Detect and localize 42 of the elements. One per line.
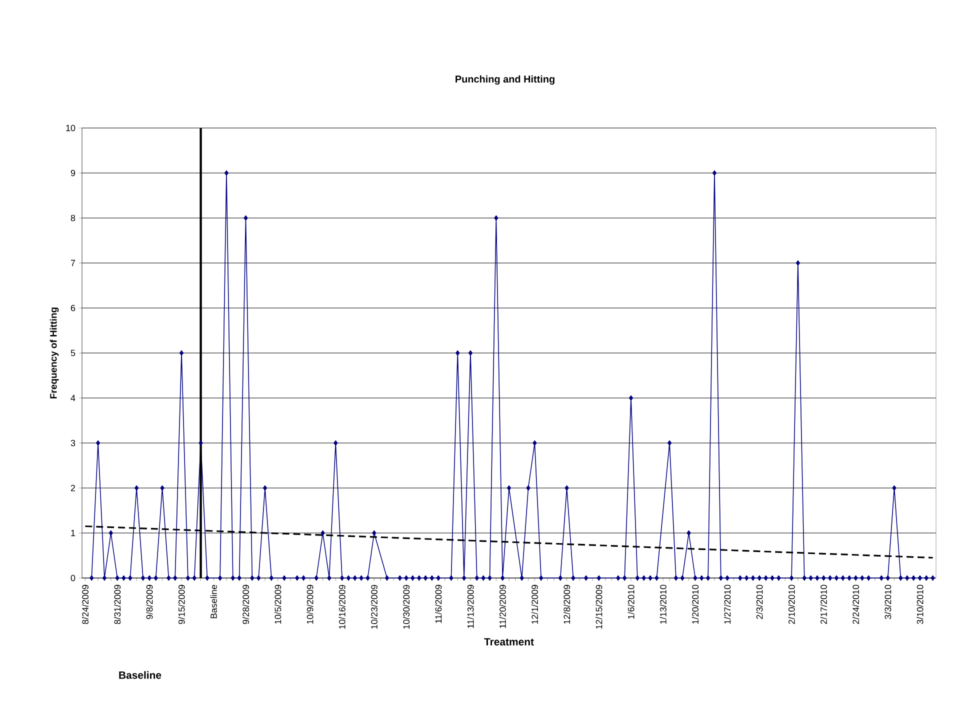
x-tick-label: 10/5/2009 (274, 584, 282, 624)
y-tick-label: 8 (70, 214, 76, 222)
x-tick-label: 9/8/2009 (146, 584, 153, 619)
x-tick-label: 1/6/2010 (628, 584, 634, 619)
x-tick-label: 11/6/2009 (435, 584, 442, 624)
x-tick-label: 9/15/2009 (178, 584, 185, 624)
x-tick-label: 12/8/2009 (564, 584, 570, 624)
text: Baseline (119, 671, 162, 679)
y-tick-label: 2 (70, 484, 76, 492)
x-tick-label: 8/31/2009 (114, 584, 121, 624)
y-tick-label: 5 (70, 350, 76, 356)
y-tick-label: 4 (70, 394, 76, 402)
y-tick-label: 6 (70, 304, 76, 312)
x-tick-label: 11/20/2009 (499, 584, 506, 628)
x-tick-label: 2/17/2010 (820, 584, 827, 624)
x-tick-label: 3/10/2010 (916, 584, 924, 624)
x-tick-label: 2/3/2010 (756, 584, 763, 619)
x-tick-label: 3/3/2010 (884, 584, 892, 620)
y-tick-label: 9 (70, 170, 76, 176)
x-tick-label: 8/24/2009 (82, 584, 89, 624)
x-tick-label: 10/30/2009 (402, 584, 410, 629)
x-tick-label: 2/24/2010 (852, 584, 860, 624)
x-tick-label: Baseline (210, 584, 217, 618)
x-tick-label: 12/15/2009 (596, 584, 602, 629)
chart-title: Punching and Hitting (456, 75, 554, 85)
x-tick-label: 1/20/2010 (692, 584, 699, 624)
x-tick-label: 1/27/2010 (724, 584, 731, 624)
y-tick-label: 1 (71, 530, 76, 536)
y-tick-label: 0 (70, 574, 76, 582)
x-axis-title: Treatment (484, 638, 534, 646)
x-tick-label: 10/16/2009 (338, 584, 346, 629)
x-tick-label: 10/23/2009 (370, 584, 378, 629)
x-tick-label: 11/13/2009 (467, 584, 474, 628)
x-tick-label: 2/10/2010 (788, 584, 795, 624)
x-tick-label: 9/28/2009 (242, 584, 250, 624)
x-tick-label: 1/13/2010 (660, 584, 666, 624)
y-tick-label: 3 (70, 440, 76, 446)
x-tick-label: 12/1/2009 (531, 584, 538, 624)
y-tick-label: 10 (66, 124, 76, 132)
y-tick-label: 7 (70, 260, 76, 266)
y-axis-title: Frequency of Hitting (50, 308, 59, 398)
x-tick-label: 10/9/2009 (306, 584, 314, 624)
